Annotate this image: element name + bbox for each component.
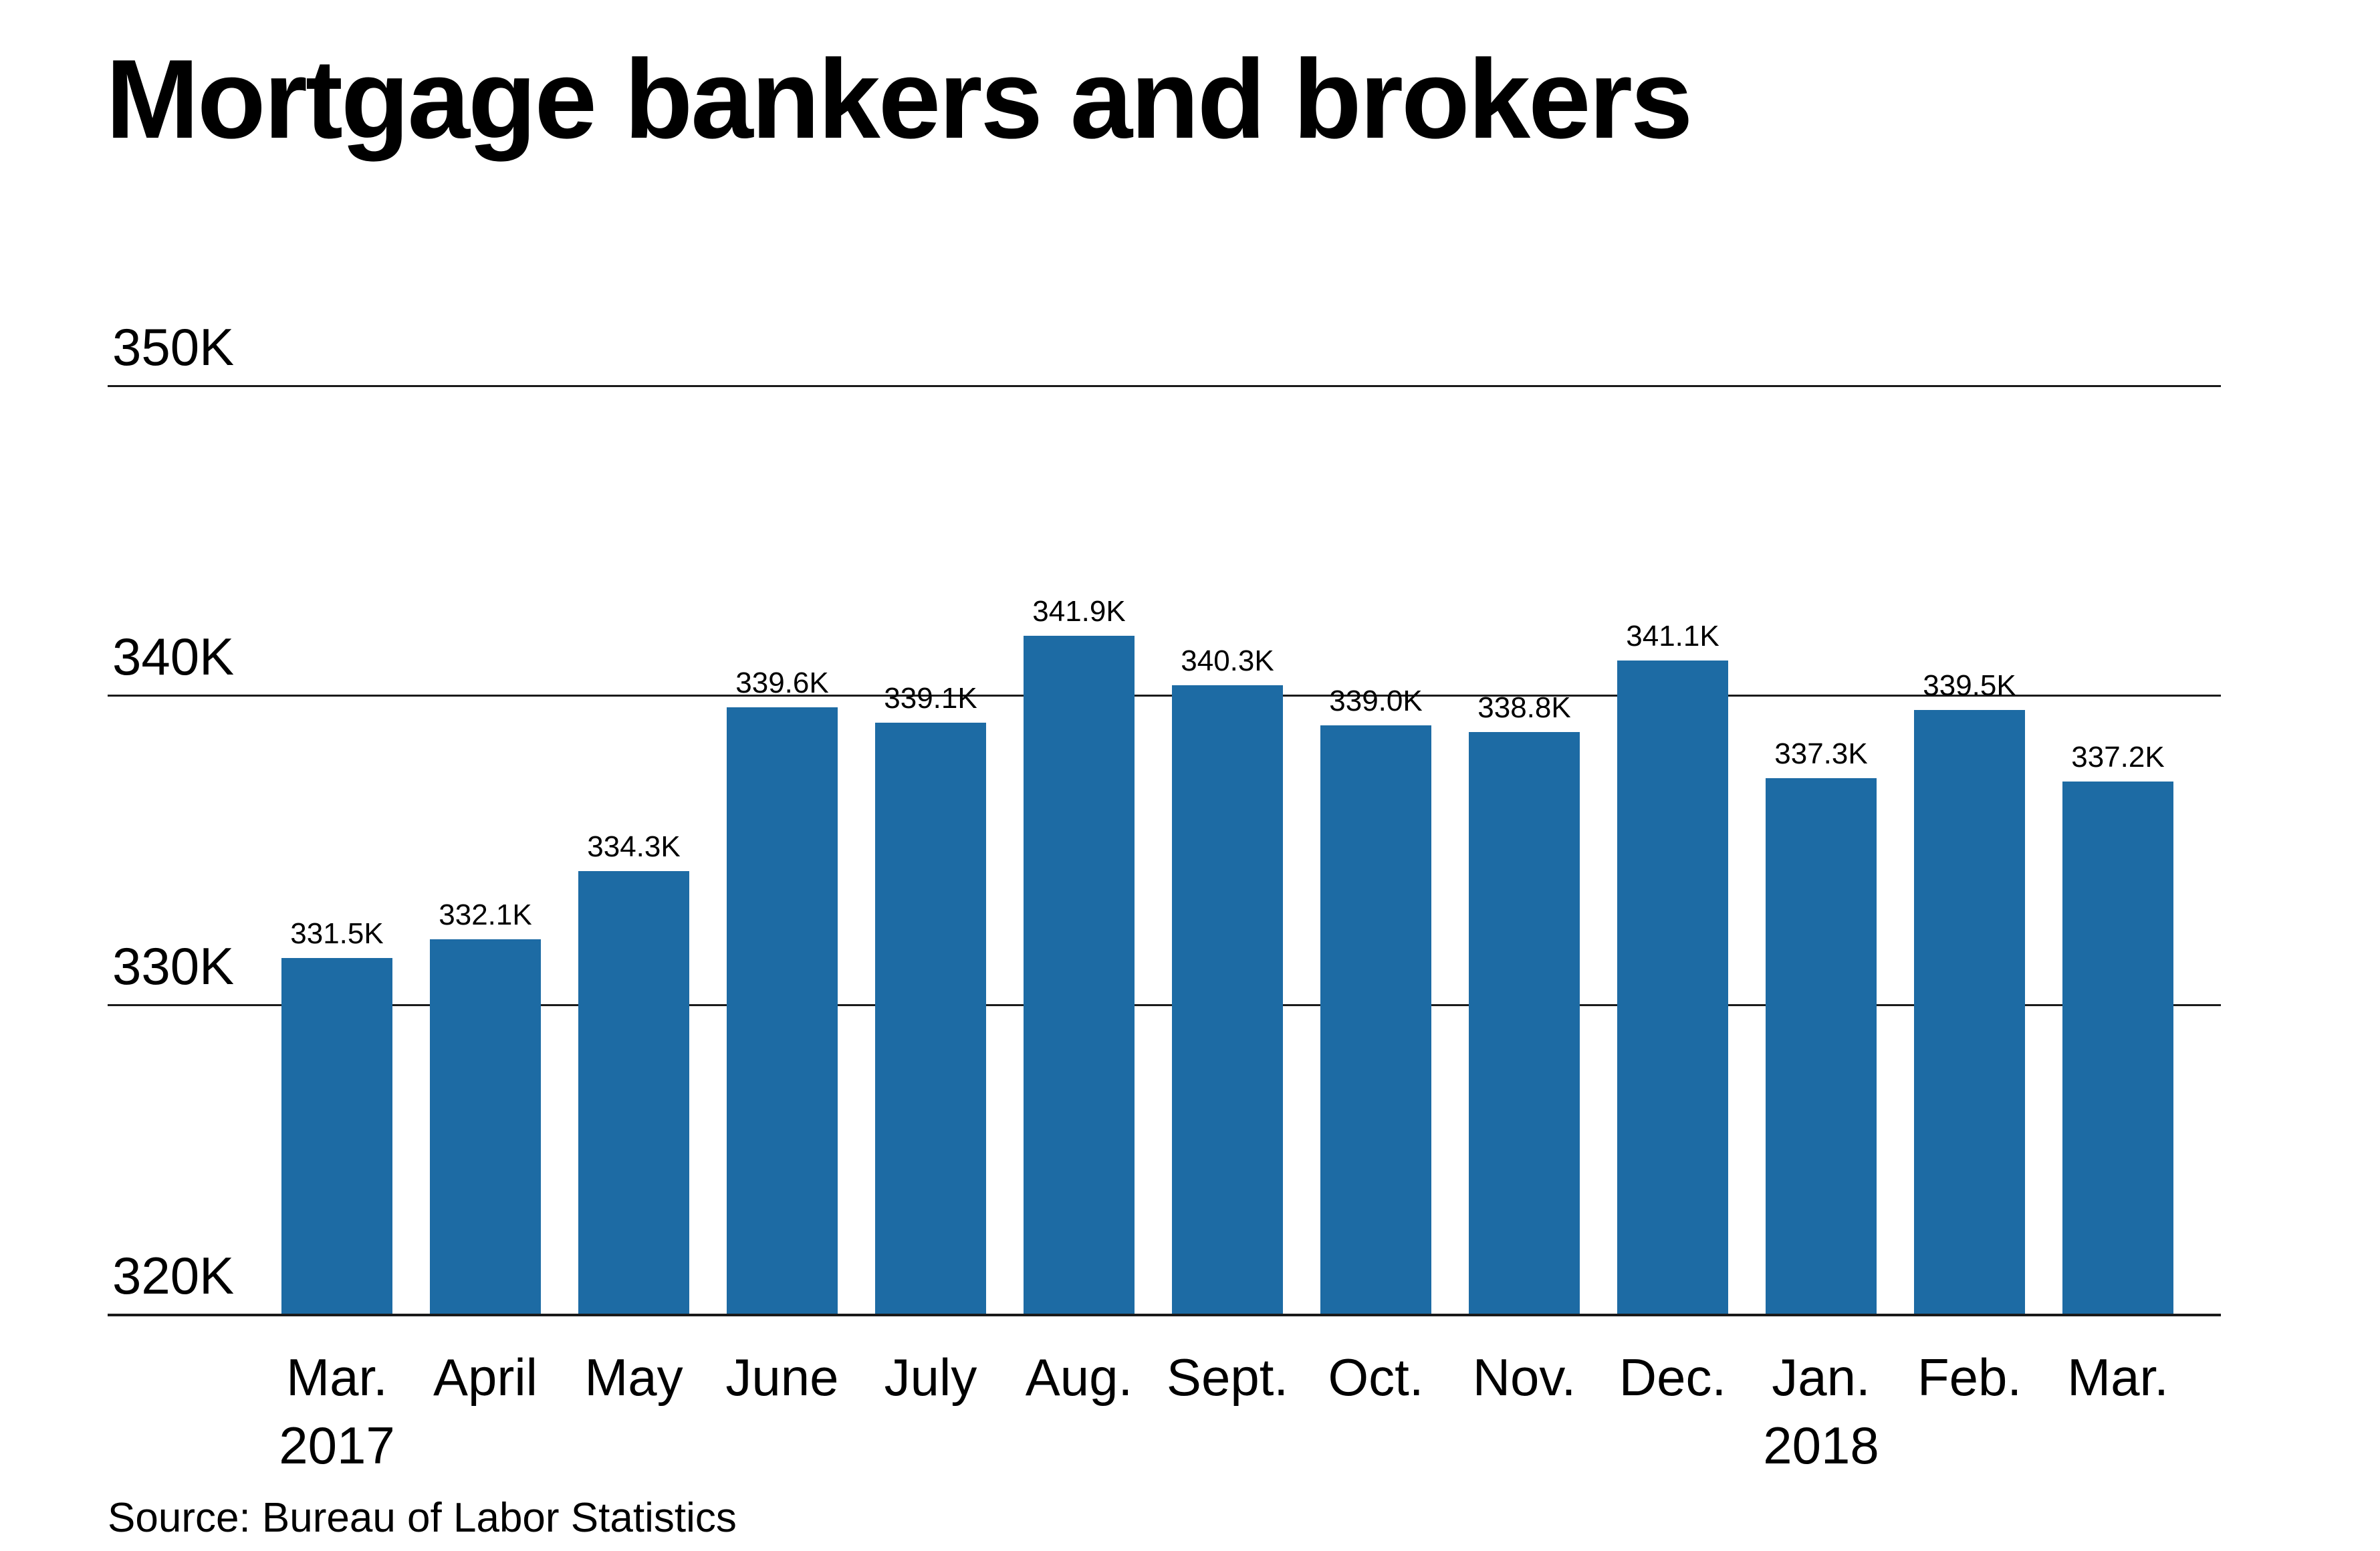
y-tick-label-350K: 350K — [112, 318, 235, 376]
x-tick-label-feb: Feb. — [1876, 1348, 2063, 1407]
x-tick-month: Aug. — [1025, 1348, 1133, 1407]
bar-value-label-340.3K: 340.3K — [1181, 644, 1274, 677]
bar-mar — [2062, 782, 2173, 1314]
bar-value-label-332.1K: 332.1K — [439, 899, 532, 931]
bar-july — [875, 723, 986, 1314]
x-tick-label-june: June — [689, 1348, 876, 1407]
x-tick-year-2018: 2018 — [1763, 1416, 1879, 1475]
x-tick-label-mar: Mar. — [2024, 1348, 2212, 1407]
y-tick-label-330K: 330K — [112, 937, 235, 995]
x-tick-label-aug: Aug. — [985, 1348, 1173, 1407]
x-tick-month: April — [433, 1348, 538, 1407]
x-tick-label-mar: Mar. 2017 — [243, 1348, 431, 1475]
x-tick-month: Jan. — [1772, 1348, 1871, 1407]
bar-nov — [1469, 732, 1580, 1314]
gridline-350K — [108, 385, 2221, 387]
x-axis-baseline — [108, 1314, 2221, 1316]
bar-value-label-338.8K: 338.8K — [1477, 691, 1571, 724]
x-tick-year-2017: 2017 — [279, 1416, 395, 1475]
bar-value-label-337.2K: 337.2K — [2071, 741, 2165, 773]
bar-value-label-339.1K: 339.1K — [884, 682, 977, 715]
bar-value-label-331.5K: 331.5K — [290, 917, 384, 950]
x-tick-month: Sept. — [1166, 1348, 1289, 1407]
x-tick-label-april: April — [392, 1348, 579, 1407]
bar-value-label-341.1K: 341.1K — [1626, 620, 1719, 652]
bar-april — [430, 939, 541, 1314]
x-tick-month: Oct. — [1328, 1348, 1424, 1407]
x-tick-month: Dec. — [1619, 1348, 1727, 1407]
bar-sept — [1172, 685, 1283, 1314]
bar-may — [578, 871, 689, 1314]
bar-oct — [1320, 725, 1431, 1314]
bar-value-label-339.0K: 339.0K — [1329, 685, 1423, 717]
x-tick-label-july: July — [837, 1348, 1024, 1407]
x-tick-label-nov: Nov. — [1431, 1348, 1618, 1407]
y-tick-label-340K: 340K — [112, 627, 235, 686]
x-tick-month: Mar. — [2067, 1348, 2169, 1407]
chart-title: Mortgage bankers and brokers — [106, 36, 1693, 162]
x-tick-label-may: May — [540, 1348, 727, 1407]
bar-value-label-339.6K: 339.6K — [735, 667, 829, 699]
x-tick-label-sept: Sept. — [1134, 1348, 1321, 1407]
x-tick-month: July — [884, 1348, 977, 1407]
x-tick-month: Mar. — [286, 1348, 388, 1407]
bar-value-label-337.3K: 337.3K — [1774, 737, 1868, 770]
bar-value-label-334.3K: 334.3K — [587, 830, 681, 863]
bar-value-label-341.9K: 341.9K — [1032, 595, 1126, 628]
x-tick-label-jan: Jan. 2018 — [1728, 1348, 1915, 1475]
x-tick-month: Feb. — [1917, 1348, 2022, 1407]
x-tick-month: May — [584, 1348, 683, 1407]
gridline-340K — [108, 695, 2221, 697]
gridline-330K — [108, 1004, 2221, 1006]
bar-mar-2017 — [281, 958, 392, 1314]
x-tick-month: Nov. — [1472, 1348, 1576, 1407]
x-tick-month: June — [725, 1348, 839, 1407]
y-tick-label-320K: 320K — [112, 1246, 235, 1305]
source-note: Source: Bureau of Labor Statistics — [108, 1495, 737, 1541]
bar-aug — [1024, 636, 1135, 1314]
bar-jan-2018 — [1766, 778, 1877, 1314]
bar-dec — [1617, 661, 1728, 1314]
bar-june — [727, 707, 838, 1314]
x-tick-label-oct: Oct. — [1282, 1348, 1469, 1407]
bar-value-label-339.5K: 339.5K — [1923, 669, 2016, 702]
x-tick-label-dec: Dec. — [1579, 1348, 1766, 1407]
bar-feb — [1914, 710, 2025, 1314]
